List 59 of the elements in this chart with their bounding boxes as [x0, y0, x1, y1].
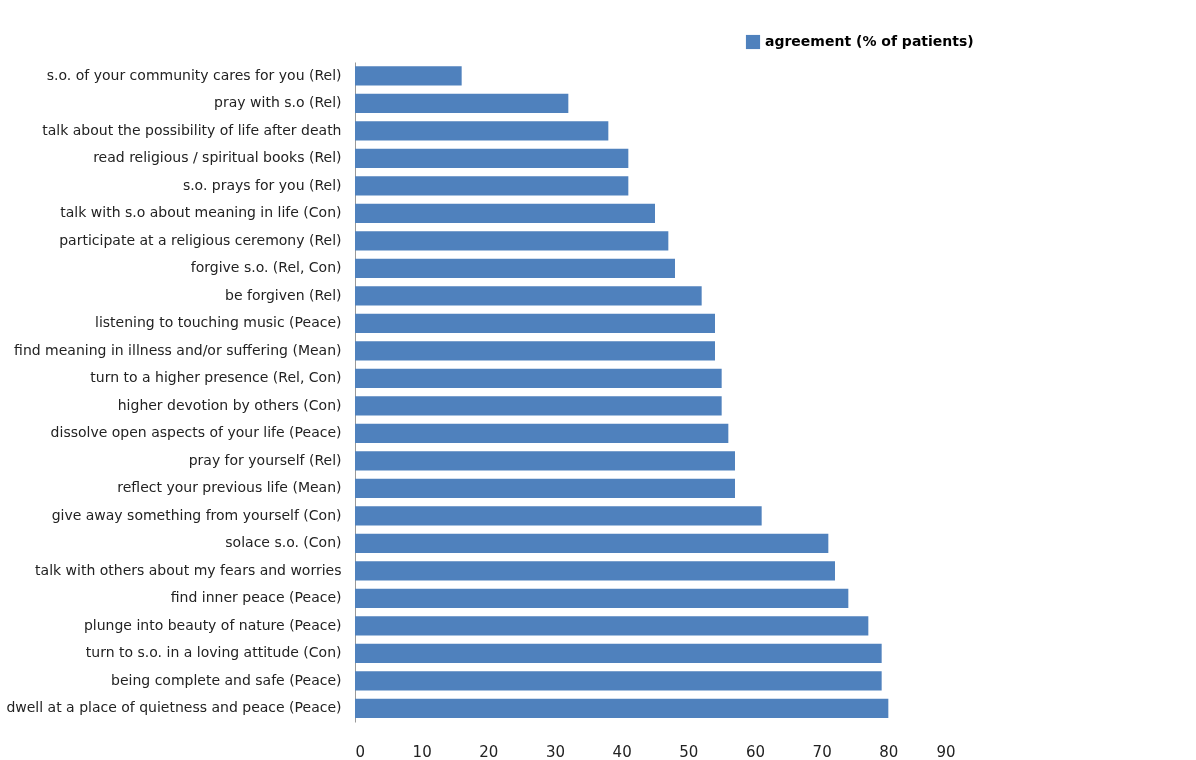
bar — [355, 588, 849, 608]
y-tick-label: s.o. prays for you (Rel) — [182, 176, 342, 193]
bar — [355, 258, 675, 278]
x-tick-label: 70 — [812, 742, 832, 760]
y-tick-label: give away something from yourself (Con) — [51, 506, 342, 523]
y-tick-label: find meaning in illness and/or suffering (Mean) — [14, 341, 342, 358]
bar — [355, 506, 762, 526]
y-tick-label: talk about the possibility of life after death — [42, 121, 342, 138]
y-tick-label: pray with s.o (Rel) — [214, 94, 342, 111]
bar — [355, 616, 869, 636]
x-tick-label: 60 — [745, 742, 766, 760]
bar — [355, 286, 702, 306]
x-tick-label: 80 — [879, 742, 899, 760]
y-tick-label: read religious / spiritual books (Rel) — [93, 149, 342, 166]
bar — [355, 396, 722, 416]
y-tick-label: turn to s.o. in a loving attitude (Con) — [85, 644, 342, 661]
bar — [355, 671, 882, 691]
y-tick-label: reflect your previous life (Mean) — [117, 479, 342, 496]
y-tick-label: pray for yourself (Rel) — [188, 451, 342, 468]
x-tick-label: 50 — [679, 742, 699, 760]
y-tick-label: dissolve open aspects of your life (Peace) — [50, 424, 342, 441]
y-tick-label: be forgiven (Rel) — [225, 286, 342, 303]
bar — [355, 121, 609, 141]
y-tick-label: solace s.o. (Con) — [225, 534, 342, 551]
y-tick-label: higher devotion by others (Con) — [117, 396, 342, 413]
bar — [355, 423, 729, 443]
bar — [355, 313, 715, 333]
y-tick-label: turn to a higher presence (Rel, Con) — [90, 369, 342, 386]
y-tick-label: talk with s.o about meaning in life (Con) — [60, 204, 342, 221]
y-tick-label: find inner peace (Peace) — [170, 589, 342, 606]
x-tick-label: 20 — [479, 742, 499, 760]
bar — [355, 478, 735, 498]
y-tick-label: forgive s.o. (Rel, Con) — [190, 259, 342, 276]
bar — [355, 533, 829, 553]
y-tick-label: listening to touching music (Peace) — [95, 314, 342, 331]
bar — [355, 203, 655, 223]
y-tick-label: participate at a religious ceremony (Rel) — [59, 231, 342, 248]
bar — [355, 66, 462, 86]
bar — [355, 643, 882, 663]
x-tick-label: 10 — [412, 742, 432, 760]
y-tick-label: dwell at a place of quietness and peace (Peace) — [6, 699, 342, 716]
x-tick-label: 0 — [355, 742, 366, 760]
bar — [355, 698, 889, 718]
bar — [355, 176, 629, 196]
y-tick-label: talk with others about my fears and worries — [35, 561, 342, 578]
x-tick-label: 30 — [545, 742, 566, 760]
bar — [355, 368, 722, 388]
y-tick-label: plunge into beauty of nature (Peace) — [83, 616, 342, 633]
x-tick-label: 40 — [612, 742, 632, 760]
bar — [355, 451, 735, 471]
bar — [355, 231, 669, 251]
y-tick-label: being complete and safe (Peace) — [111, 671, 342, 688]
bar — [355, 93, 569, 113]
legend-label: agreement (% of patients) — [765, 33, 974, 49]
bar — [355, 561, 835, 581]
y-tick-label: s.o. of your community cares for you (Rel) — [46, 66, 342, 83]
x-tick-label: 90 — [936, 742, 956, 760]
bar — [355, 341, 715, 361]
bar — [355, 148, 629, 168]
